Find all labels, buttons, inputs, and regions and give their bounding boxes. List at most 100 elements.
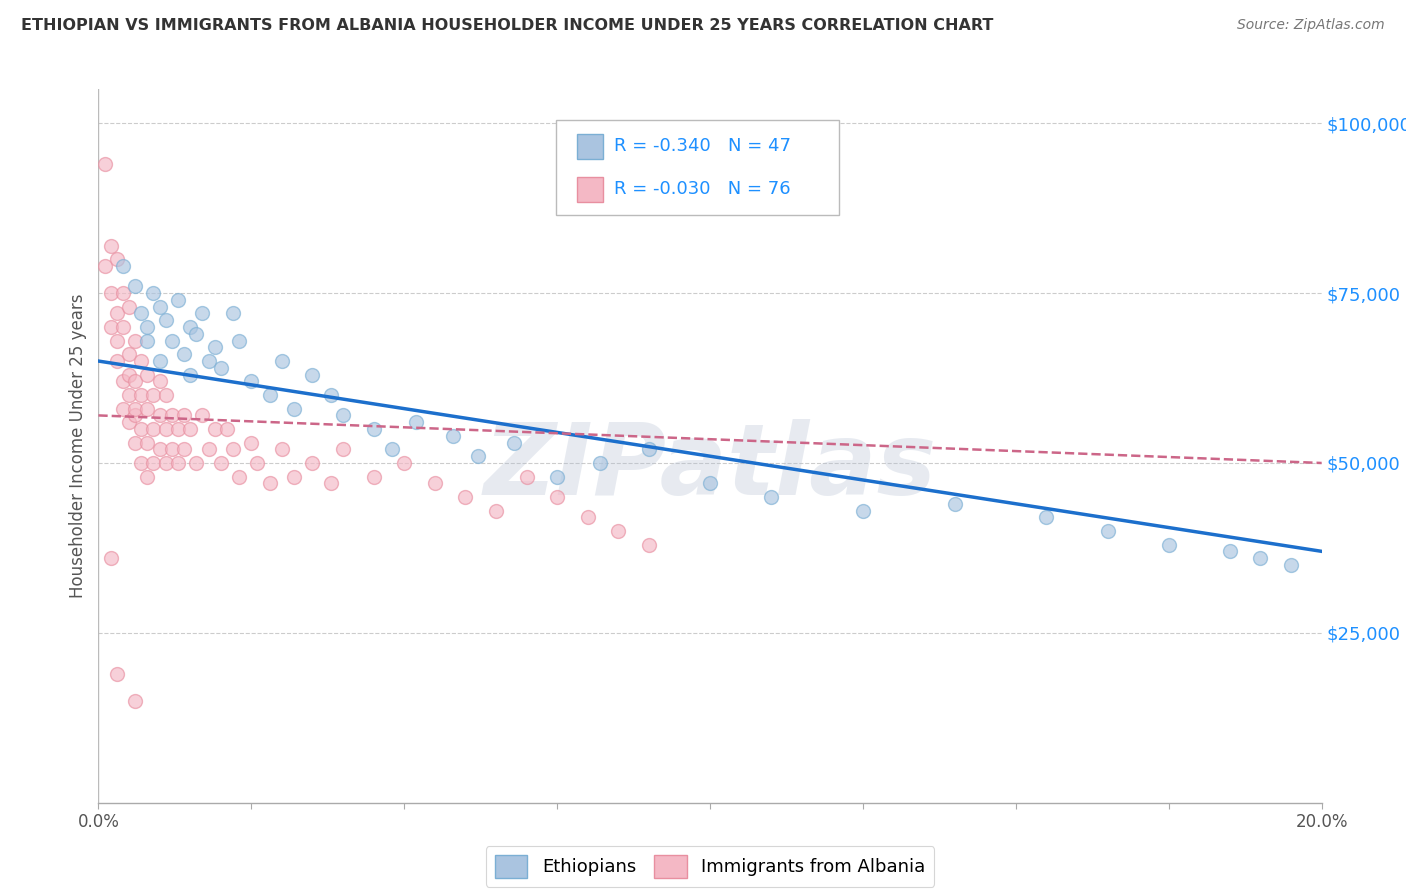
Point: [363, 422, 385, 436]
Point: [228, 334, 250, 348]
Point: [149, 375, 172, 389]
Point: [485, 503, 508, 517]
Point: [186, 456, 208, 470]
Point: [423, 476, 446, 491]
Point: [149, 354, 172, 368]
Point: [173, 409, 195, 423]
Point: [204, 422, 226, 436]
Point: [105, 666, 128, 681]
Point: [222, 442, 245, 457]
Point: [105, 334, 128, 348]
Point: [93, 259, 115, 273]
Point: [589, 456, 612, 470]
Point: [124, 375, 146, 389]
Point: [186, 326, 208, 341]
Point: [118, 368, 141, 382]
Point: [160, 442, 183, 457]
Text: R = -0.340   N = 47: R = -0.340 N = 47: [614, 137, 790, 155]
Point: [136, 435, 159, 450]
Text: R = -0.030   N = 76: R = -0.030 N = 76: [614, 180, 790, 198]
Point: [179, 422, 201, 436]
Point: [142, 456, 165, 470]
Point: [240, 375, 263, 389]
Point: [301, 368, 323, 382]
Point: [467, 449, 489, 463]
Point: [546, 469, 568, 483]
Point: [179, 368, 201, 382]
Point: [111, 401, 134, 416]
Point: [118, 415, 141, 429]
Point: [270, 442, 292, 457]
Point: [142, 422, 165, 436]
Point: [259, 476, 281, 491]
Point: [100, 286, 122, 301]
Point: [136, 368, 159, 382]
Point: [319, 476, 342, 491]
Point: [100, 238, 122, 252]
Point: [270, 354, 292, 368]
Point: [363, 469, 385, 483]
Point: [191, 409, 214, 423]
Point: [93, 157, 115, 171]
Point: [129, 306, 152, 320]
Point: [503, 435, 526, 450]
Point: [173, 347, 195, 361]
Point: [1035, 510, 1057, 524]
Point: [105, 354, 128, 368]
Point: [1097, 524, 1119, 538]
Point: [111, 286, 134, 301]
Point: [160, 334, 183, 348]
Point: [111, 375, 134, 389]
Point: [124, 401, 146, 416]
Point: [405, 415, 427, 429]
Point: [301, 456, 323, 470]
Point: [392, 456, 416, 470]
Legend: Ethiopians, Immigrants from Albania: Ethiopians, Immigrants from Albania: [486, 847, 934, 887]
Point: [129, 388, 152, 402]
Point: [1157, 537, 1180, 551]
Point: [332, 442, 354, 457]
Point: [149, 409, 172, 423]
Point: [136, 401, 159, 416]
Point: [129, 354, 152, 368]
Point: [129, 456, 152, 470]
Text: ETHIOPIAN VS IMMIGRANTS FROM ALBANIA HOUSEHOLDER INCOME UNDER 25 YEARS CORRELATI: ETHIOPIAN VS IMMIGRANTS FROM ALBANIA HOU…: [21, 18, 994, 33]
Point: [118, 388, 141, 402]
Point: [111, 320, 134, 334]
Point: [759, 490, 782, 504]
Point: [136, 320, 159, 334]
Point: [155, 388, 177, 402]
Point: [228, 469, 250, 483]
Point: [215, 422, 238, 436]
Point: [283, 401, 305, 416]
Point: [1279, 558, 1302, 572]
Point: [516, 469, 538, 483]
Point: [124, 334, 146, 348]
Point: [179, 320, 201, 334]
Point: [222, 306, 245, 320]
Point: [149, 300, 172, 314]
Point: [699, 476, 721, 491]
Point: [1219, 544, 1241, 558]
Point: [118, 300, 141, 314]
Point: [124, 435, 146, 450]
Point: [149, 442, 172, 457]
Text: Source: ZipAtlas.com: Source: ZipAtlas.com: [1237, 18, 1385, 32]
Point: [332, 409, 354, 423]
Point: [155, 422, 177, 436]
Point: [136, 469, 159, 483]
Point: [167, 293, 190, 307]
Point: [118, 347, 141, 361]
Point: [142, 388, 165, 402]
Point: [546, 490, 568, 504]
Point: [852, 503, 875, 517]
Point: [209, 360, 232, 375]
Point: [167, 456, 190, 470]
Point: [124, 409, 146, 423]
Point: [100, 320, 122, 334]
Point: [607, 524, 630, 538]
Point: [943, 497, 966, 511]
Point: [283, 469, 305, 483]
Point: [100, 551, 122, 566]
Point: [454, 490, 477, 504]
